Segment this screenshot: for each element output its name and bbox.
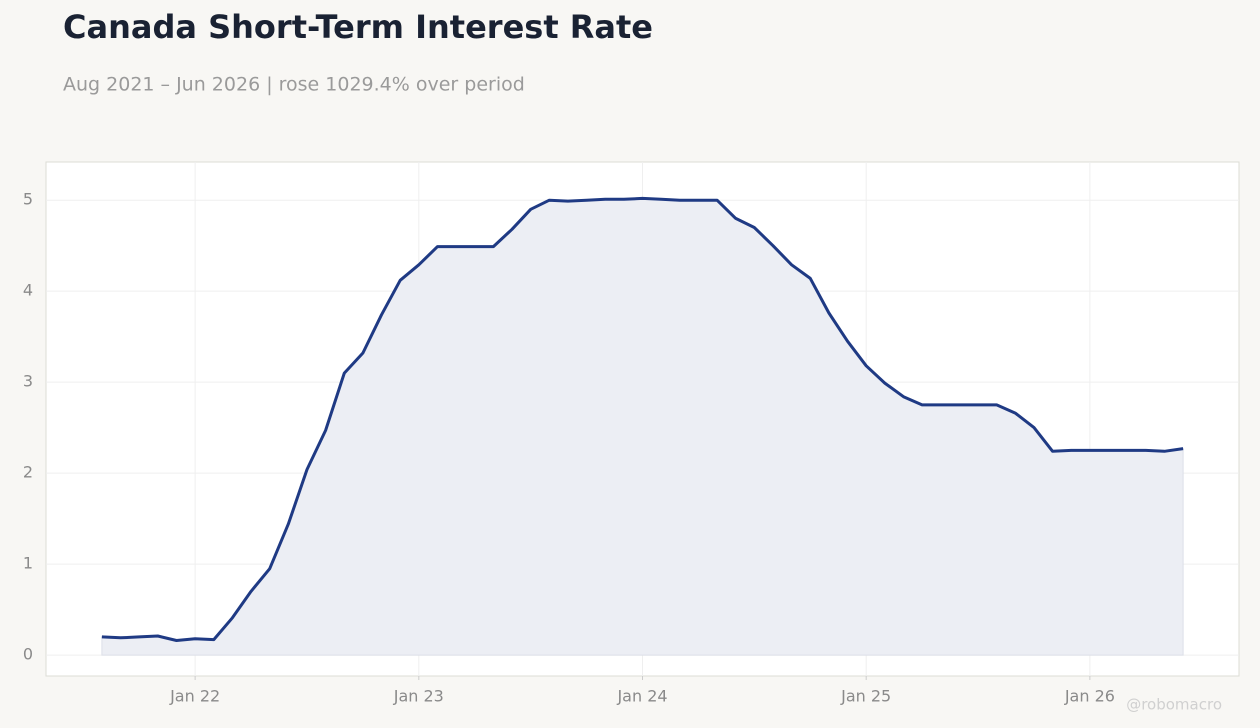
x-tick-label: Jan 25 [840,687,891,706]
marks [101,196,1184,656]
line [101,196,1184,642]
chart-subtitle: Aug 2021 – Jun 2026 | rose 1029.4% over … [63,74,525,96]
y-tick-label: 3 [23,372,33,391]
labels: 0 1 2 3 4 5 Jan 22 Jan 23 Jan 24 Jan 25 Jan 26 [23,190,1115,706]
y-tick-label: 0 [23,645,33,664]
x-tick-label: Jan 26 [1064,687,1115,706]
x-tick-label: Jan 23 [393,687,444,706]
y-tick-label: 2 [23,463,33,482]
y-tick-label: 5 [23,190,33,209]
x-tick-label: Jan 22 [169,687,220,706]
y-tick-label: 4 [23,281,33,300]
x-tick-label: Jan 24 [616,687,667,706]
chart-title: Canada Short-Term Interest Rate [63,8,653,46]
y-tick-label: 1 [23,554,33,573]
watermark: @robomacro [1126,696,1222,714]
